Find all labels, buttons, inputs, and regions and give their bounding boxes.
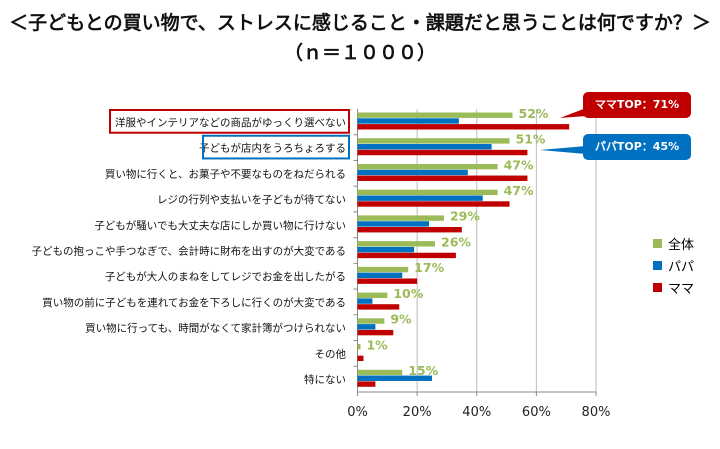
bar-all <box>357 369 403 376</box>
bar-mama <box>357 149 528 156</box>
bar-papa <box>357 169 468 176</box>
category-label: その他 <box>315 347 347 360</box>
legend-swatch <box>653 282 662 292</box>
bar-papa <box>357 324 376 330</box>
bar-all <box>357 344 361 350</box>
x-tick-label: 60% <box>522 405 551 420</box>
category-label: 買い物に行っても、時間がなくて家計簿がつけられない <box>85 322 346 335</box>
bar-all <box>357 138 510 144</box>
bar-all <box>357 112 513 118</box>
chart-subtitle: （ｎ＝１０００） <box>283 42 436 64</box>
x-tick-label: 40% <box>462 405 491 420</box>
chart-title: ＜子どもとの買い物で、ストレスに感じること・課題だと思うことは何ですか？＞ <box>9 12 711 34</box>
bar-mama <box>357 329 394 336</box>
bar-mama <box>357 175 528 181</box>
category-label: 買い物の前に子どもを連れてお金を下ろしに行くのが大変である <box>42 296 346 309</box>
category-label: 子どもが店内をうろちょろする <box>199 142 346 155</box>
bar-papa <box>357 195 483 201</box>
legend-item-papa: パパ <box>653 254 694 276</box>
x-tick-label: 0% <box>347 405 368 420</box>
highlight-box-mama <box>109 109 350 134</box>
bar-mama <box>357 124 570 130</box>
bar-all <box>357 292 388 298</box>
papa-top-callout: パパTOP：45% <box>583 134 691 160</box>
bar-papa <box>357 221 430 227</box>
bar-all <box>357 163 498 170</box>
bar-papa <box>357 246 415 253</box>
legend-label: ママ <box>668 281 695 297</box>
bar-mama <box>357 278 418 284</box>
legend-item-mama: ママ <box>653 276 694 298</box>
bar-mama <box>357 227 462 233</box>
data-label: 17% <box>414 260 444 275</box>
bar-mama <box>357 355 364 362</box>
x-tick-label: 20% <box>403 405 432 420</box>
legend-swatch <box>653 260 662 270</box>
bar-all <box>357 189 498 196</box>
legend-swatch <box>653 238 662 248</box>
data-label: 26% <box>441 234 471 249</box>
bar-papa <box>357 118 459 124</box>
bar-papa <box>357 144 492 150</box>
legend: 全体 パパ ママ <box>653 232 694 298</box>
callout-pointer-mama <box>560 108 586 118</box>
callout-pointer-papa <box>540 146 586 154</box>
data-label: 9% <box>390 312 412 327</box>
bar-all <box>357 241 436 247</box>
data-label: 51% <box>516 132 546 147</box>
bar-mama <box>357 201 510 207</box>
category-label: レジの行列や支払いを子どもが待てない <box>157 193 346 206</box>
bar-all <box>357 266 409 273</box>
category-label: 洋服やインテリアなどの商品がゆっくり選べない <box>115 116 346 129</box>
data-label: 10% <box>393 286 423 301</box>
legend-label: 全体 <box>668 237 695 253</box>
category-label: 子どもの抱っこや手つなぎで、会計時に財布を出すのが大変である <box>32 245 346 258</box>
data-label: 15% <box>408 363 438 378</box>
data-label: 47% <box>504 183 534 198</box>
legend-label: パパ <box>668 259 695 275</box>
x-tick-label: 80% <box>582 405 611 420</box>
bar-all <box>357 318 385 324</box>
bar-mama <box>357 304 400 310</box>
bar-papa <box>357 298 373 304</box>
bar-papa <box>357 375 433 381</box>
category-label: 特にない <box>304 374 346 386</box>
data-label: 52% <box>519 106 549 121</box>
data-label: 47% <box>504 157 534 172</box>
data-label: 1% <box>366 337 388 352</box>
bar-mama <box>357 381 376 387</box>
category-label: 買い物に行くと、お菓子や不要なものをねだられる <box>105 167 346 180</box>
category-label: 子どもが大人のまねをしてレジでお金を出したがる <box>105 270 346 283</box>
highlight-box-papa <box>202 134 350 160</box>
category-label: 子どもが騒いでも大丈夫な店にしか買い物に行けない <box>94 219 346 232</box>
mama-top-callout: ママTOP：71% <box>583 92 691 118</box>
bar-mama <box>357 252 456 259</box>
bar-all <box>357 215 444 221</box>
data-label: 29% <box>450 209 480 224</box>
legend-item-all: 全体 <box>653 232 694 254</box>
bar-papa <box>357 272 403 279</box>
